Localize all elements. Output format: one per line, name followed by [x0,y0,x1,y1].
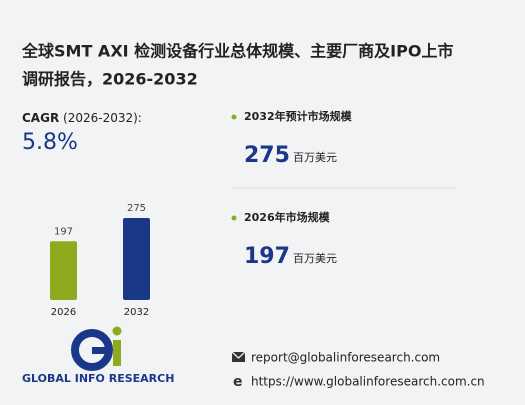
web-icon: e [233,374,243,390]
title: 调研报告，2026-2032 [22,70,198,89]
title: 全球SMT AXI 检测设备行业总体规模、主要厂商及IPO上市 [21,42,453,61]
email-icon-flap [231,351,246,359]
stat-value: 197 [244,244,290,269]
logo-i [113,340,121,366]
stat-unit: 百万美元 [293,151,337,164]
x-tick-label: 2032 [124,307,149,318]
bullet [231,114,237,120]
logo-g-bar [92,347,109,354]
stat-unit: 百万美元 [293,252,337,265]
website: https://www.globalinforesearch.com.cn [251,375,485,389]
stat-label: 2032年预计市场规模 [244,109,353,123]
logo [71,326,122,371]
email: report@globalinforesearch.com [251,351,440,365]
value-label: 275 [127,203,146,214]
bar [50,241,77,300]
cagr-period: (2026-2032): [63,111,142,125]
cagr-value: 5.8% [22,130,78,155]
stat-label: 2026年市场规模 [244,210,331,224]
bullet [231,215,237,221]
value-label: 197 [54,226,73,237]
stat-value: 275 [244,143,290,168]
cagr-label-strong: CAGR [22,111,59,125]
email-icon [232,352,245,362]
logo-i-dot [112,326,122,336]
x-tick-label: 2026 [51,307,76,318]
bar [123,218,150,300]
cagr-label: CAGR (2026-2032): [22,111,142,125]
brand-name: GLOBAL INFO RESEARCH [22,372,174,385]
